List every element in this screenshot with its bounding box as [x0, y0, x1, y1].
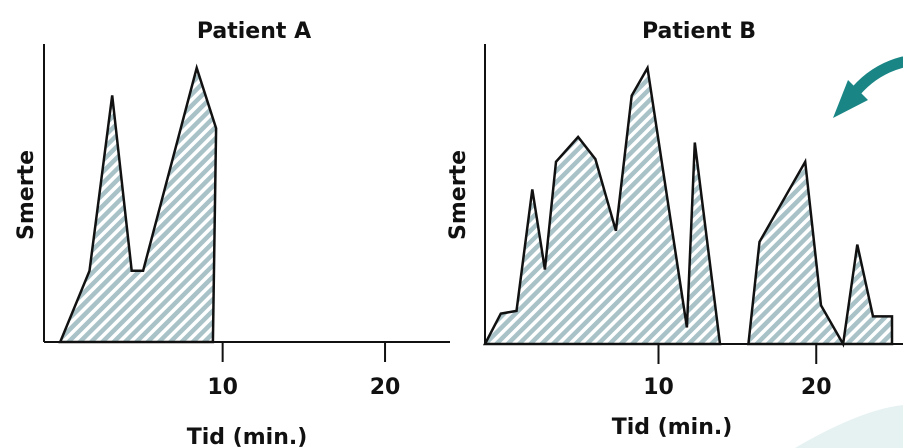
chart-b-title: Patient B	[642, 19, 756, 44]
chart-a-x-tick-label-10: 10	[207, 375, 238, 400]
chart-b-area-series-1	[482, 64, 722, 346]
curved-arrow-icon	[846, 56, 903, 102]
chart-b-x-tick-label-20: 20	[801, 375, 832, 400]
chart-a-x-tick-label-20: 20	[370, 375, 401, 400]
chart-a-area-series-1	[58, 63, 218, 344]
chart-a-title: Patient A	[197, 19, 311, 44]
curved-arrow-head-icon	[833, 80, 868, 118]
chart-b-area-series-2	[747, 157, 894, 348]
chart-b-ylabel: Smerte	[446, 150, 471, 240]
chart-patient-b: Patient B Smerte Tid (min.) 10 20	[446, 19, 903, 440]
chart-a-xlabel: Tid (min.)	[187, 425, 308, 448]
chart-a-ylabel: Smerte	[14, 150, 39, 240]
chart-patient-a: Patient A Smerte Tid (min.) 10 20	[14, 19, 450, 448]
background-swoosh	[795, 405, 903, 448]
chart-b-xlabel: Tid (min.)	[612, 415, 733, 440]
chart-b-x-tick-label-10: 10	[643, 375, 674, 400]
